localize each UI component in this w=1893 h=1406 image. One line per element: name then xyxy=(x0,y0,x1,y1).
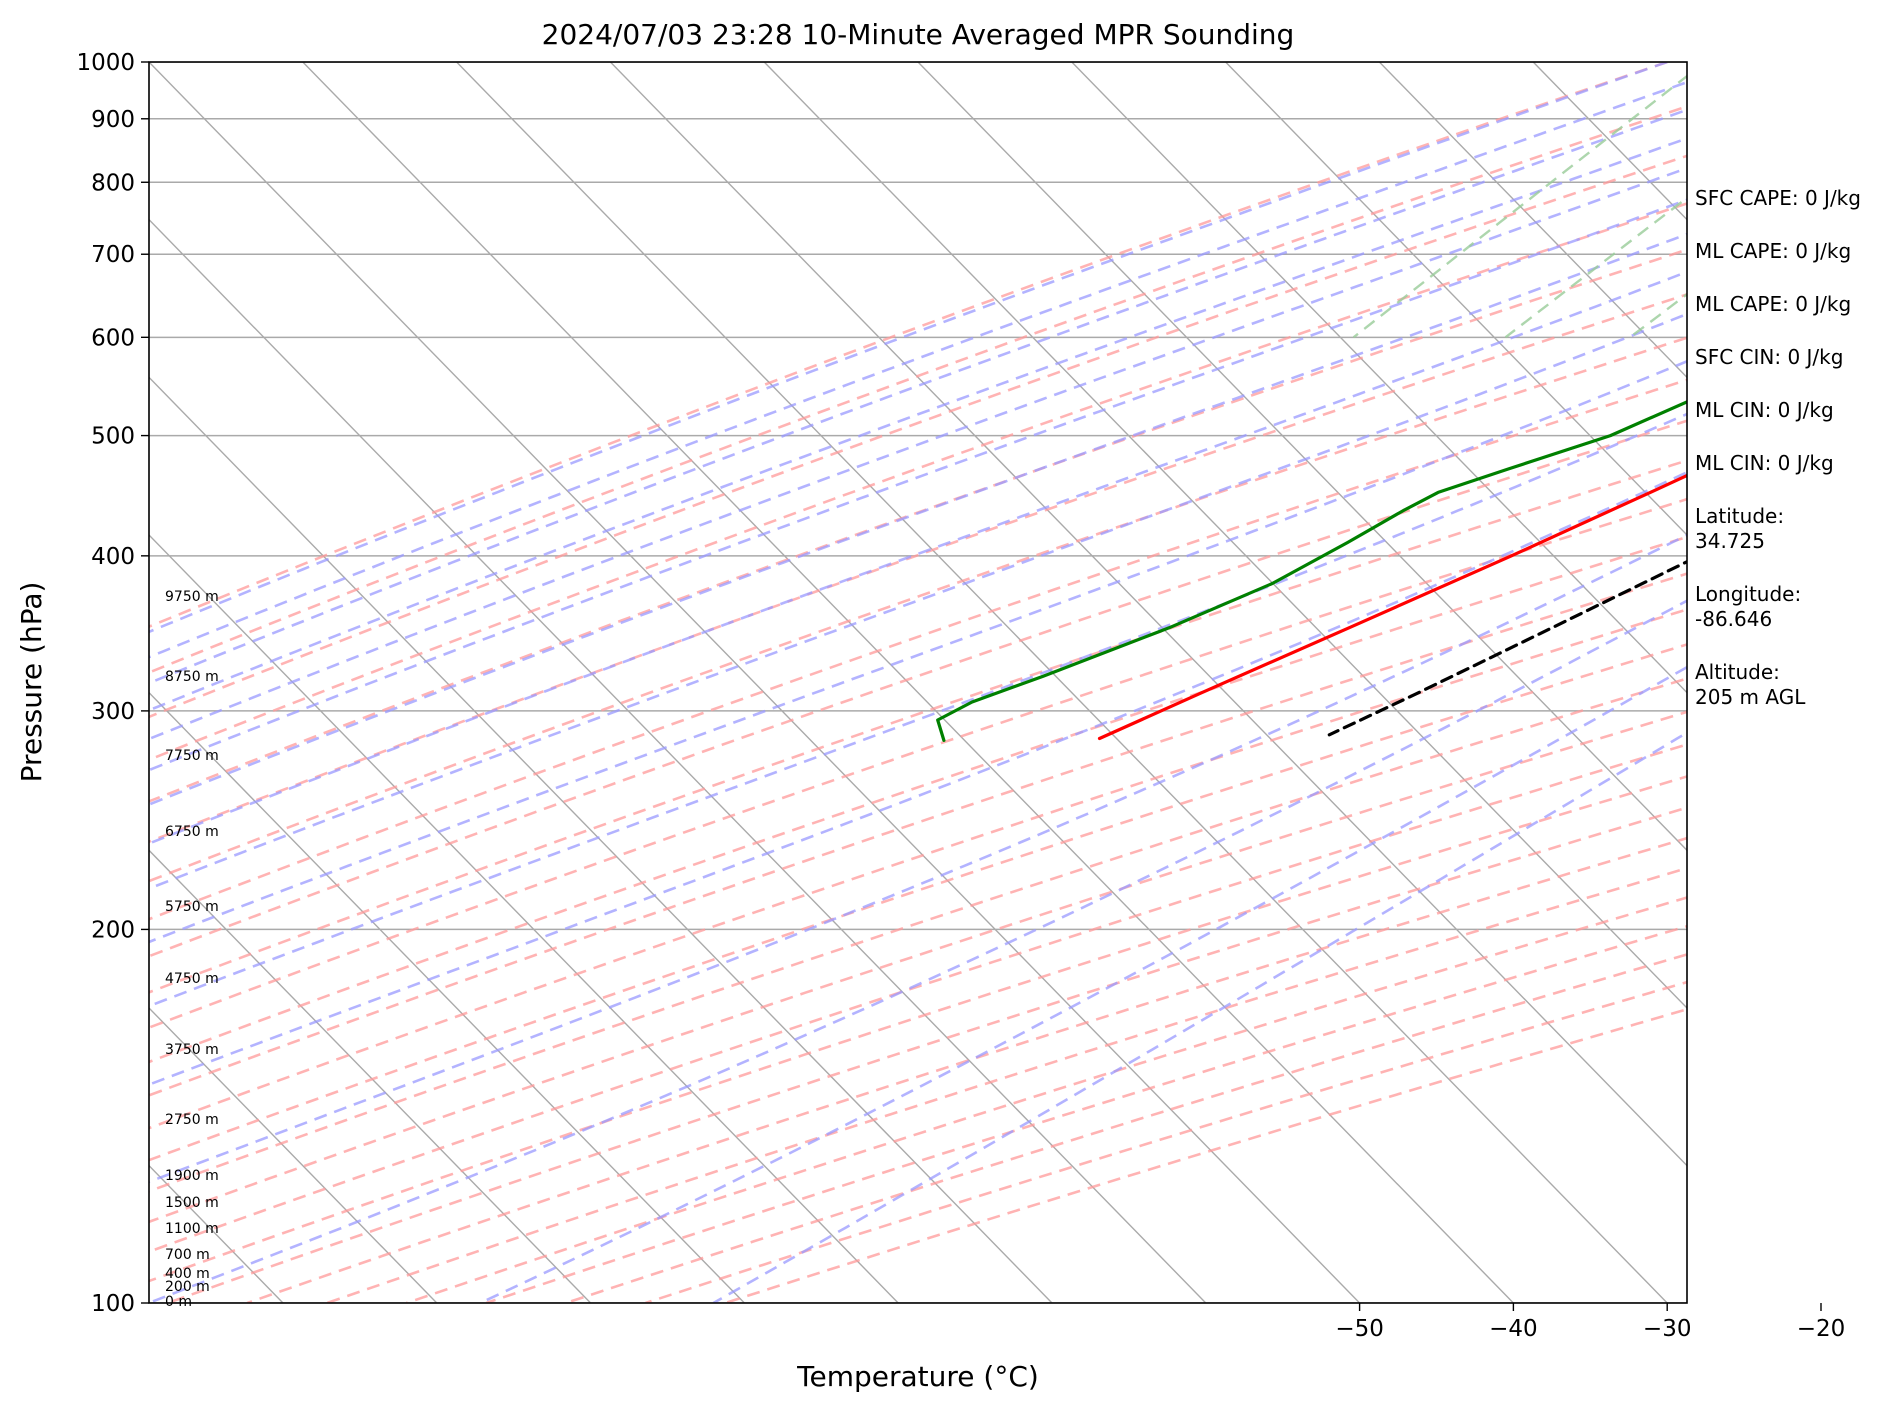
y-tick-label: 1000 xyxy=(76,50,135,76)
isotherm-line xyxy=(1225,62,1687,536)
temperature-trace xyxy=(1097,473,1687,741)
isotherm-line xyxy=(149,62,1361,1303)
y-axis-label: Pressure (hPa) xyxy=(15,582,48,783)
moist-adiabat-line xyxy=(149,232,1687,806)
y-tick-label: 600 xyxy=(91,325,135,351)
x-tick-label: −30 xyxy=(1643,1316,1692,1342)
altitude-stat: Altitude: 205 m AGL xyxy=(1695,660,1806,709)
latitude-stat: Latitude: 34.725 xyxy=(1695,504,1785,553)
height-label: 3750 m xyxy=(165,1042,219,1058)
plot-frame xyxy=(148,61,1688,1304)
x-tick-label: −40 xyxy=(1489,1316,1538,1342)
moist-adiabat-line xyxy=(149,80,1687,659)
mixing-ratio-line xyxy=(1352,74,1687,339)
moist-adiabat-line xyxy=(149,62,1668,634)
isotherm-line xyxy=(149,376,1053,1303)
dry-adiabat-line xyxy=(149,643,1687,1162)
isotherm-line xyxy=(763,62,1687,1009)
y-tick-label: 900 xyxy=(91,107,135,133)
dry-adiabat-line xyxy=(149,775,1687,1283)
dry-adiabat-line xyxy=(149,105,1687,674)
isotherm-line xyxy=(149,691,745,1303)
moist-adiabat-line xyxy=(149,470,1687,1087)
y-tick-label: 800 xyxy=(91,170,135,196)
moist-adiabat-line xyxy=(149,166,1687,741)
height-label: 0 m xyxy=(165,1294,192,1310)
moist-adiabat-line xyxy=(149,136,1687,712)
dry-adiabat-line xyxy=(406,896,1687,1303)
dry-adiabat-line xyxy=(565,953,1687,1303)
dry-adiabat-line xyxy=(246,836,1687,1303)
moist-adiabat-line xyxy=(149,359,1687,944)
dry-adiabats xyxy=(149,62,1687,1303)
moist-adiabat-line xyxy=(149,533,1687,1184)
moist-adiabat-line xyxy=(149,270,1687,845)
y-tick-label: 500 xyxy=(91,424,135,450)
isotherm-line xyxy=(149,1006,438,1303)
sounding-traces xyxy=(936,400,1687,742)
y-tick-label: 100 xyxy=(91,1291,135,1317)
y-tick-label: 400 xyxy=(91,544,135,570)
height-label: 4750 m xyxy=(165,971,219,987)
height-label: 1100 m xyxy=(165,1221,219,1237)
isotherm-line xyxy=(149,218,1207,1303)
height-label: 2750 m xyxy=(165,1112,219,1128)
height-label: 400 m xyxy=(165,1266,210,1282)
sfc-cape-stat: SFC CAPE: 0 J/kg xyxy=(1695,186,1861,210)
moist-adiabats xyxy=(149,62,1687,1303)
height-label: 1500 m xyxy=(165,1195,219,1211)
x-axis-label: Temperature (°C) xyxy=(796,1360,1039,1393)
isotherm-line xyxy=(302,62,1514,1303)
dry-adiabat-line xyxy=(149,710,1687,1224)
ml-cin-stat-2: ML CIN: 0 J/kg xyxy=(1695,451,1834,475)
ml-cape-stat: ML CAPE: 0 J/kg xyxy=(1695,239,1852,263)
height-label: 700 m xyxy=(165,1247,210,1263)
height-label: 7750 m xyxy=(165,748,219,764)
isotherm-line xyxy=(149,849,592,1303)
height-label: 8750 m xyxy=(165,669,219,685)
dry-adiabat-line xyxy=(149,497,1687,1030)
dewpoint-trace xyxy=(936,400,1687,742)
dry-adiabat-line xyxy=(326,866,1687,1303)
dry-adiabat-line xyxy=(645,980,1687,1303)
height-label: 9750 m xyxy=(165,589,219,605)
y-tick-label: 300 xyxy=(91,699,135,725)
y-axis-ticks: 100 200 300 400 500 600 700 800 900 1000 xyxy=(76,50,149,1317)
dry-adiabat-line xyxy=(485,924,1687,1303)
height-label: 6750 m xyxy=(165,824,219,840)
dry-adiabat-line xyxy=(724,1007,1687,1303)
isotherm-line xyxy=(917,62,1687,852)
dry-adiabat-line xyxy=(149,608,1687,1130)
moist-adiabat-line xyxy=(149,108,1687,685)
moist-adiabat-line xyxy=(149,198,1687,772)
dry-adiabat-line xyxy=(149,677,1687,1193)
x-tick-label: −20 xyxy=(1797,1316,1846,1342)
moist-adiabat-line xyxy=(149,312,1687,890)
isotherm-line xyxy=(456,62,1668,1303)
y-tick-label: 200 xyxy=(91,917,135,943)
isotherm-line xyxy=(1378,62,1687,379)
isotherm-line xyxy=(609,62,1687,1167)
dry-adiabat-line xyxy=(149,743,1687,1254)
height-label: 1900 m xyxy=(165,1168,219,1184)
moist-adiabat-line xyxy=(149,412,1687,1008)
sfc-cin-stat: SFC CIN: 0 J/kg xyxy=(1695,345,1844,369)
sounding-stats-panel: SFC CAPE: 0 J/kg ML CAPE: 0 J/kg ML CAPE… xyxy=(1695,186,1885,738)
ml-cin-stat: ML CIN: 0 J/kg xyxy=(1695,398,1834,422)
height-label: 200 m xyxy=(165,1279,210,1295)
dry-adiabat-line xyxy=(149,572,1687,1097)
mixing-ratio-lines xyxy=(1352,74,1687,339)
dry-adiabat-line xyxy=(149,154,1687,719)
height-label: 5750 m xyxy=(165,899,219,915)
dry-adiabat-line xyxy=(167,806,1687,1303)
longitude-stat: Longitude: -86.646 xyxy=(1695,582,1802,631)
x-axis-ticks: −50−40−30−20−1001020304050 xyxy=(1335,1303,1846,1342)
ml-cape-stat-2: ML CAPE: 0 J/kg xyxy=(1695,292,1852,316)
y-tick-label: 700 xyxy=(91,242,135,268)
dry-adiabat-line xyxy=(149,535,1687,1064)
chart-title: 2024/07/03 23:28 10-Minute Averaged MPR … xyxy=(542,18,1295,51)
x-tick-label: −50 xyxy=(1335,1316,1384,1342)
